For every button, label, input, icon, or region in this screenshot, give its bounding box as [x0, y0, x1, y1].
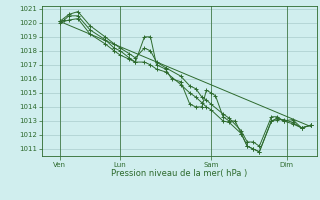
X-axis label: Pression niveau de la mer( hPa ): Pression niveau de la mer( hPa )	[111, 169, 247, 178]
